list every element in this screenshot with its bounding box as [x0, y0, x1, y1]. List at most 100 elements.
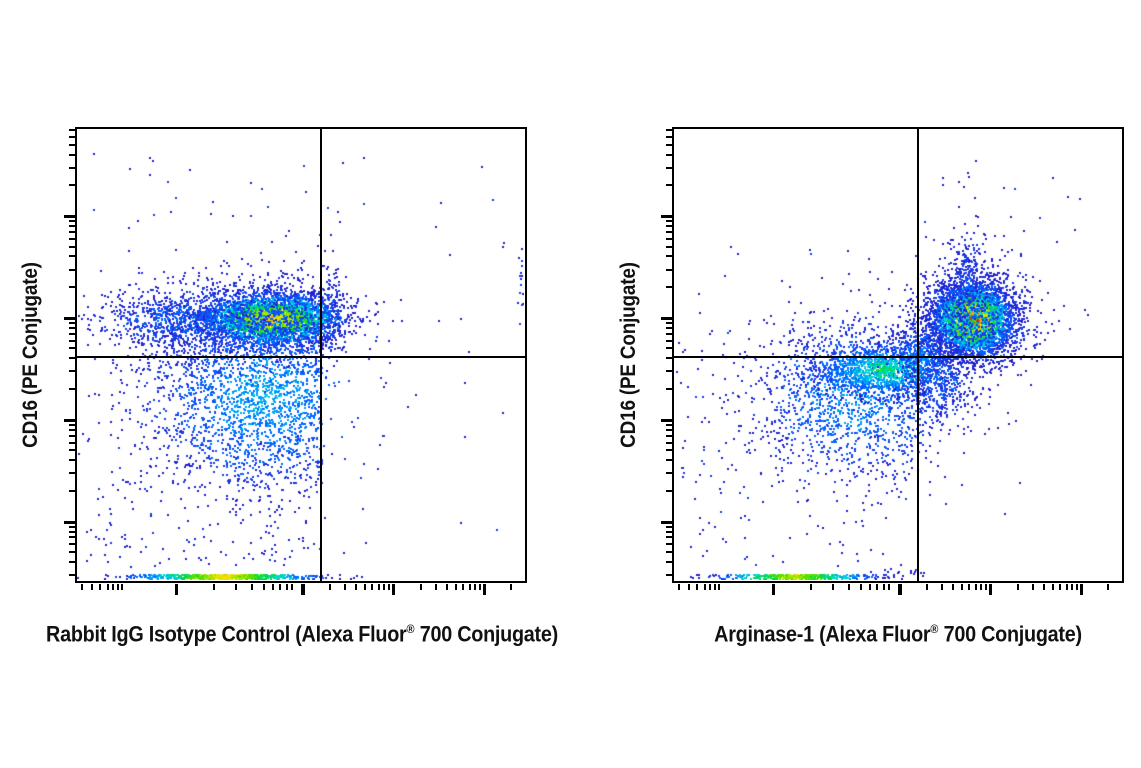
axis-tick	[68, 489, 75, 492]
axis-tick	[68, 339, 75, 342]
axis-tick	[286, 583, 289, 590]
axis-tick	[961, 583, 964, 590]
axis-tick	[665, 573, 672, 576]
axis-tick	[68, 429, 75, 432]
axis-tick	[68, 327, 75, 330]
axis-tick	[112, 583, 115, 590]
axis-tick	[478, 583, 481, 590]
axis-tick	[68, 551, 75, 554]
axis-tick	[63, 214, 75, 219]
scatter-canvas-left	[77, 129, 524, 580]
axis-tick	[665, 286, 672, 289]
axis-tick	[510, 583, 513, 590]
axis-tick	[709, 583, 712, 590]
axis-tick	[1065, 583, 1068, 590]
axis-tick	[665, 129, 672, 132]
axis-tick	[68, 449, 75, 452]
axis-tick	[898, 583, 902, 595]
axis-tick	[68, 231, 75, 234]
y-axis-ticks-right	[658, 127, 672, 582]
axis-tick	[883, 583, 886, 590]
axis-tick	[68, 561, 75, 564]
axis-tick	[328, 583, 331, 590]
axis-tick	[831, 583, 834, 590]
axis-tick	[665, 347, 672, 350]
axis-tick	[665, 551, 672, 554]
x-axis-ticks-left	[75, 583, 526, 598]
axis-tick	[68, 543, 75, 546]
axis-tick	[68, 184, 75, 187]
axis-tick	[68, 434, 75, 437]
quadrant-gate-horizontal-left	[77, 355, 525, 359]
axis-tick	[68, 441, 75, 444]
x-axis-label-right-suffix: 700 Conjugate)	[938, 621, 1083, 647]
axis-tick	[660, 418, 672, 423]
axis-tick	[665, 166, 672, 169]
axis-tick	[925, 583, 928, 590]
axis-tick	[68, 525, 75, 528]
axis-tick	[665, 333, 672, 335]
axis-tick	[301, 583, 305, 595]
axis-tick	[665, 530, 672, 533]
axis-tick	[1016, 583, 1019, 590]
axis-tick	[665, 357, 672, 360]
axis-tick	[677, 583, 680, 590]
axis-tick	[68, 388, 75, 391]
axis-tick	[435, 583, 438, 590]
axis-tick	[68, 135, 75, 138]
registered-trademark-icon: ®	[930, 622, 939, 636]
axis-tick	[665, 237, 672, 240]
axis-tick	[68, 268, 75, 271]
axis-tick	[461, 583, 464, 590]
quadrant-gate-horizontal-right	[674, 355, 1122, 359]
axis-tick	[382, 583, 385, 590]
axis-tick	[665, 225, 672, 228]
axis-tick	[473, 583, 476, 590]
axis-tick	[68, 129, 75, 132]
axis-tick	[665, 268, 672, 271]
axis-tick	[454, 583, 457, 590]
axis-tick	[696, 583, 699, 590]
axis-tick	[1051, 583, 1054, 590]
axis-tick	[859, 583, 862, 590]
axis-tick	[1032, 583, 1035, 590]
axis-tick	[68, 255, 75, 258]
axis-tick	[68, 144, 75, 147]
axis-tick	[1079, 583, 1084, 595]
axis-tick	[660, 520, 672, 525]
axis-tick	[262, 583, 265, 590]
axis-tick	[660, 214, 672, 219]
axis-tick	[68, 245, 75, 248]
axis-tick	[665, 561, 672, 564]
axis-tick	[271, 583, 274, 590]
axis-tick	[80, 583, 83, 590]
axis-tick	[291, 583, 294, 590]
axis-tick	[377, 583, 380, 590]
axis-tick	[63, 316, 75, 321]
axis-tick	[68, 423, 75, 426]
axis-tick	[63, 418, 75, 423]
axis-tick	[68, 347, 75, 350]
axis-tick	[665, 255, 672, 258]
axis-tick	[665, 144, 672, 147]
axis-tick	[68, 530, 75, 533]
axis-tick	[665, 423, 672, 426]
axis-tick	[687, 583, 690, 590]
axis-tick	[665, 327, 672, 330]
axis-tick	[665, 429, 672, 432]
axis-tick	[952, 583, 955, 590]
axis-tick	[665, 321, 672, 324]
y-axis-label-right: CD16 (PE Conjugate)	[617, 262, 640, 448]
x-axis-ticks-right	[672, 583, 1123, 598]
quadrant-gate-vertical-right	[916, 129, 920, 581]
axis-tick	[355, 583, 358, 590]
axis-tick	[979, 583, 982, 590]
axis-tick	[988, 583, 993, 595]
axis-tick	[99, 583, 102, 590]
axis-tick	[665, 219, 672, 222]
axis-tick	[665, 543, 672, 546]
axis-tick	[90, 583, 93, 590]
axis-tick	[941, 583, 944, 590]
axis-tick	[968, 583, 971, 590]
